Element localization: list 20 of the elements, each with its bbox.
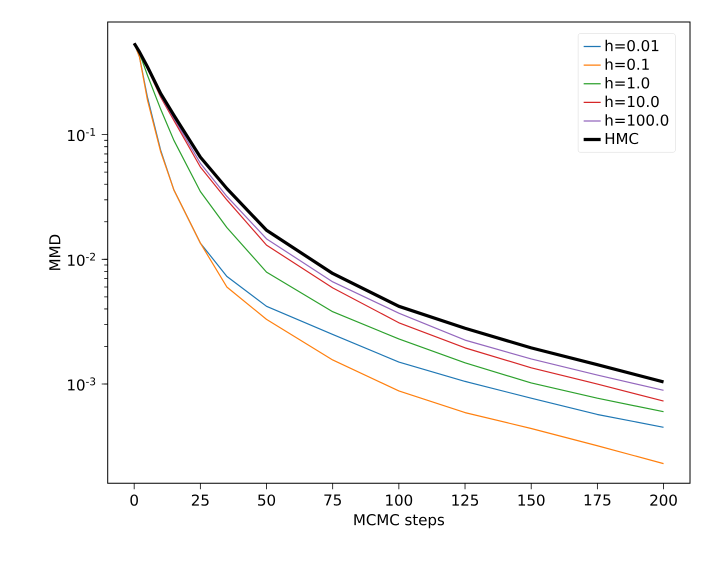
x-tick-label: 200 — [650, 494, 677, 506]
x-tick-label: 175 — [584, 494, 610, 506]
x-tick-label: 0 — [130, 494, 138, 506]
x-tick-label: 150 — [518, 494, 545, 506]
legend-label: h=100.0 — [606, 114, 668, 126]
legend-label: h=0.1 — [606, 58, 649, 70]
x-tick-label: 25 — [192, 494, 209, 506]
y-tick-label: 10$^{-3}$ — [68, 377, 96, 391]
y-tick-label: 10$^{-2}$ — [68, 252, 95, 266]
x-tick-label: 75 — [324, 494, 341, 506]
x-tick-label: 125 — [452, 494, 478, 506]
x-tick-label: 50 — [258, 494, 276, 506]
x-tick-label: 100 — [386, 494, 412, 506]
legend-label: h=10.0 — [606, 96, 659, 108]
legend-label: HMC — [606, 132, 638, 144]
y-axis-title: MMD — [49, 234, 60, 270]
x-axis-title: MCMC steps — [354, 514, 444, 528]
y-tick-label: 10$^{-1}$ — [68, 128, 96, 142]
legend-label: h=0.01 — [606, 40, 658, 52]
legend-label: h=1.0 — [606, 76, 650, 89]
